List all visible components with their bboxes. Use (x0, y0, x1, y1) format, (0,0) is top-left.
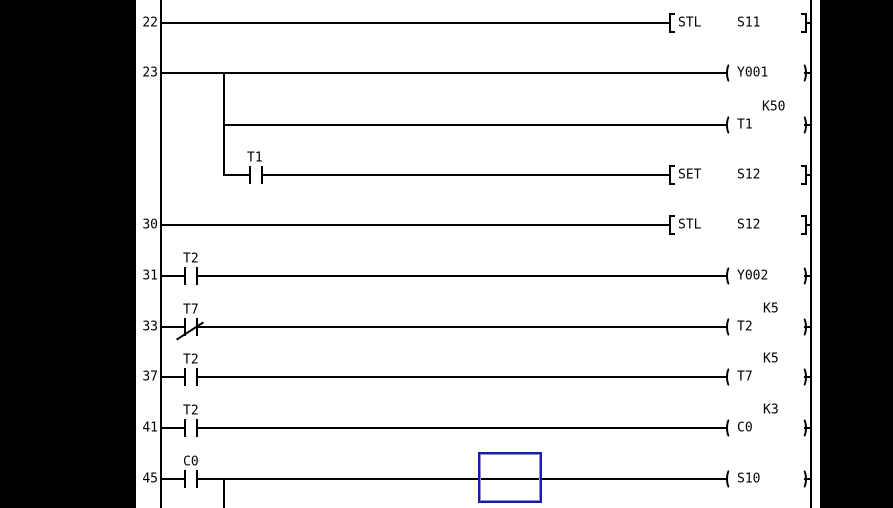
coil-device: T2 (737, 319, 753, 335)
step-number: 22 (142, 15, 158, 31)
coil-open-paren-icon[interactable] (726, 114, 736, 136)
open-bracket-icon[interactable] (669, 215, 675, 235)
coil-rail-tick (804, 478, 812, 480)
no-contact-bar[interactable] (184, 368, 186, 386)
rung-line (160, 427, 728, 429)
coil-open-paren-icon[interactable] (726, 468, 736, 490)
step-number: 41 (142, 420, 158, 436)
right-power-rail (810, 0, 812, 508)
contact-label: T2 (183, 403, 199, 419)
coil-open-paren-icon[interactable] (726, 265, 736, 287)
coil-device: Y001 (737, 65, 769, 81)
contact-gap (186, 324, 196, 330)
coil-open-paren-icon[interactable] (726, 366, 736, 388)
no-contact-bar[interactable] (184, 470, 186, 488)
contact-label: T7 (183, 302, 199, 318)
coil-rail-tick (804, 275, 812, 277)
no-contact-bar[interactable] (196, 419, 198, 437)
ladder-canvas[interactable] (136, 0, 820, 508)
open-bracket-icon[interactable] (669, 165, 675, 185)
step-number: 45 (142, 471, 158, 487)
coil-device: Y002 (737, 268, 769, 284)
instruction-operand: S12 (737, 217, 761, 233)
rung-line (160, 275, 728, 277)
contact-gap (251, 172, 261, 178)
contact-label: C0 (183, 454, 199, 470)
coil-rail-tick (804, 72, 812, 74)
instruction-operand: S12 (737, 167, 761, 183)
instruction-label: STL (678, 15, 702, 31)
no-contact-bar[interactable] (196, 470, 198, 488)
coil-device: S10 (737, 471, 761, 487)
timer-constant: K5 (763, 301, 779, 317)
step-number: 30 (142, 217, 158, 233)
edit-cursor[interactable] (478, 452, 542, 503)
coil-open-paren-icon[interactable] (726, 62, 736, 84)
no-contact-bar[interactable] (184, 419, 186, 437)
instruction-operand: S11 (737, 15, 761, 31)
no-contact-bar[interactable] (249, 166, 251, 184)
step-number: 31 (142, 268, 158, 284)
nc-contact-bar[interactable] (184, 318, 186, 336)
contact-gap (186, 425, 196, 431)
contact-gap (186, 476, 196, 482)
no-contact-bar[interactable] (196, 368, 198, 386)
rung-line (160, 326, 728, 328)
counter-constant: K3 (763, 402, 779, 418)
rung-line (223, 124, 728, 126)
step-number: 33 (142, 319, 158, 335)
coil-device: T1 (737, 117, 753, 133)
timer-constant: K50 (762, 99, 786, 115)
coil-rail-tick (804, 124, 812, 126)
bracket-rail-tick (805, 22, 811, 24)
contact-label: T1 (247, 150, 263, 166)
contact-label: T2 (183, 352, 199, 368)
timer-constant: K5 (763, 351, 779, 367)
contact-gap (186, 374, 196, 380)
step-number: 23 (142, 65, 158, 81)
no-contact-bar[interactable] (184, 267, 186, 285)
instruction-label: STL (678, 217, 702, 233)
instruction-label: SET (678, 167, 702, 183)
coil-device: C0 (737, 420, 753, 436)
bracket-rail-tick (805, 224, 811, 226)
rung-line (160, 478, 728, 480)
rung-line (160, 72, 728, 74)
coil-open-paren-icon[interactable] (726, 316, 736, 338)
coil-rail-tick (804, 427, 812, 429)
contact-gap (186, 273, 196, 279)
branch-line (223, 478, 225, 508)
left-power-rail (160, 0, 162, 508)
no-contact-bar[interactable] (261, 166, 263, 184)
contact-label: T2 (183, 251, 199, 267)
coil-open-paren-icon[interactable] (726, 417, 736, 439)
no-contact-bar[interactable] (196, 267, 198, 285)
rung-line (160, 22, 670, 24)
bracket-rail-tick (805, 174, 811, 176)
coil-rail-tick (804, 326, 812, 328)
rung-line (160, 224, 670, 226)
coil-device: T7 (737, 369, 753, 385)
rung-line (160, 376, 728, 378)
rung-line (223, 174, 670, 176)
coil-rail-tick (804, 376, 812, 378)
step-number: 37 (142, 369, 158, 385)
open-bracket-icon[interactable] (669, 13, 675, 33)
